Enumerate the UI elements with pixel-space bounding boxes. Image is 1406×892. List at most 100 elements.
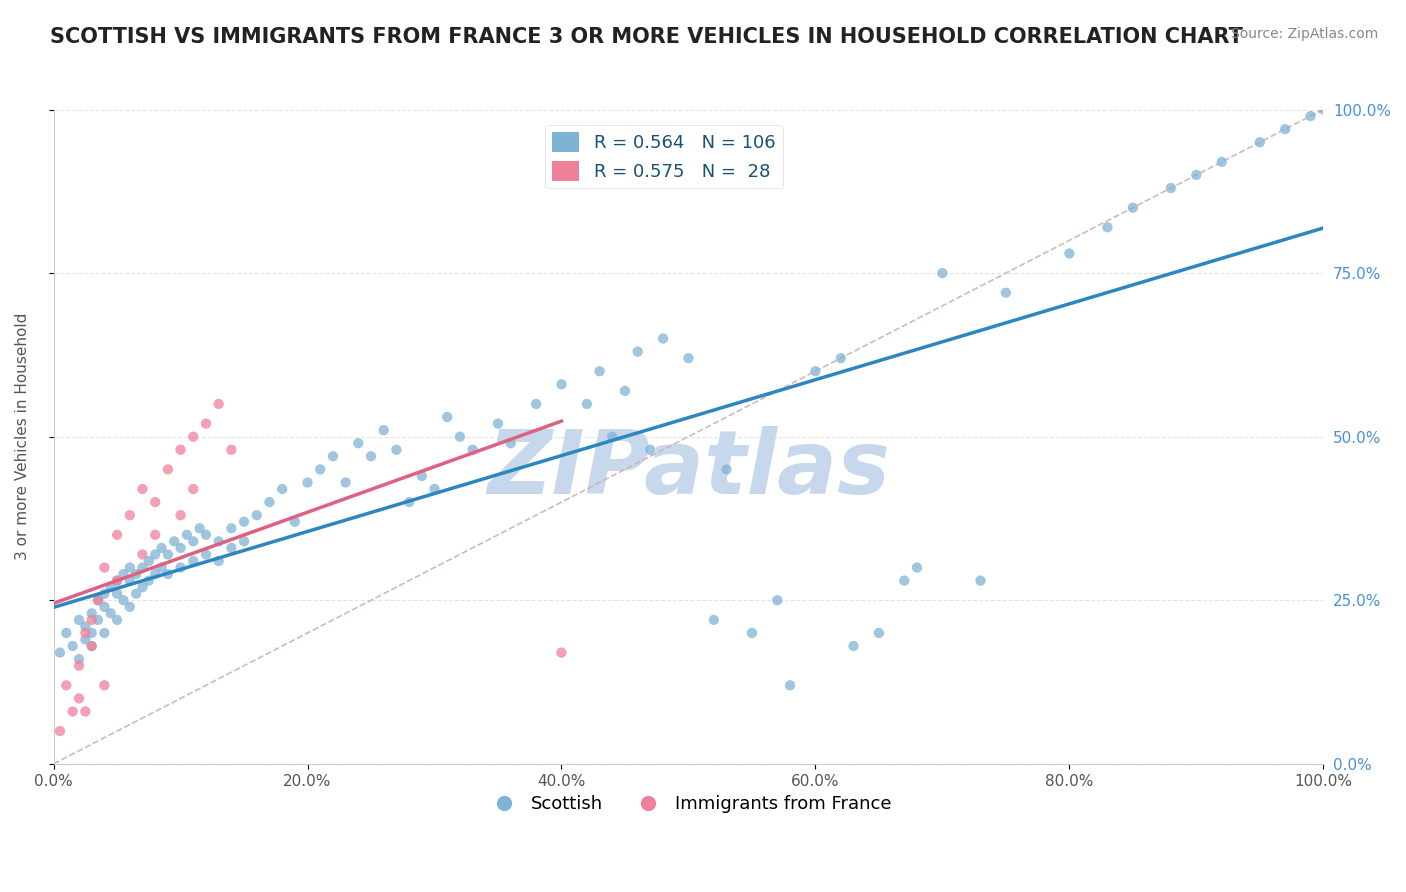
Point [93, 560, 115, 574]
Point [385, 442, 408, 457]
Point [138, 554, 160, 568]
Point [613, 384, 636, 398]
Point [703, 613, 725, 627]
Point [105, 613, 128, 627]
Point [80, 639, 103, 653]
Point [181, 430, 204, 444]
Point [842, 639, 865, 653]
Point [80, 607, 103, 621]
Point [87, 593, 110, 607]
Point [143, 548, 166, 562]
Point [524, 397, 547, 411]
Point [627, 344, 650, 359]
Point [246, 508, 269, 523]
Point [93, 626, 115, 640]
Point [163, 534, 186, 549]
Point [156, 548, 179, 562]
Point [1312, 103, 1334, 117]
Point [1122, 201, 1144, 215]
Point [143, 495, 166, 509]
Point [112, 567, 135, 582]
Point [62, 639, 84, 653]
Point [1059, 246, 1081, 260]
Point [55, 678, 77, 692]
Point [105, 528, 128, 542]
Point [830, 351, 852, 366]
Point [67, 613, 90, 627]
Point [118, 560, 141, 574]
Point [55, 626, 77, 640]
Point [678, 351, 700, 366]
Point [75, 626, 97, 640]
Point [550, 377, 572, 392]
Point [156, 462, 179, 476]
Point [360, 450, 382, 464]
Point [67, 658, 90, 673]
Point [550, 646, 572, 660]
Point [105, 587, 128, 601]
Point [156, 567, 179, 582]
Point [716, 462, 738, 476]
Point [271, 482, 294, 496]
Point [181, 534, 204, 549]
Point [62, 705, 84, 719]
Point [233, 534, 256, 549]
Point [461, 442, 484, 457]
Point [75, 632, 97, 647]
Point [112, 593, 135, 607]
Point [67, 652, 90, 666]
Point [221, 541, 243, 555]
Point [80, 639, 103, 653]
Point [499, 436, 522, 450]
Point [131, 580, 153, 594]
Point [131, 548, 153, 562]
Point [118, 508, 141, 523]
Point [49, 724, 72, 739]
Point [150, 560, 173, 574]
Point [1097, 220, 1119, 235]
Point [208, 397, 231, 411]
Point [905, 560, 928, 574]
Point [105, 574, 128, 588]
Point [893, 574, 915, 588]
Point [766, 593, 789, 607]
Point [188, 521, 211, 535]
Y-axis label: 3 or more Vehicles in Household: 3 or more Vehicles in Household [15, 313, 30, 560]
Point [347, 436, 370, 450]
Legend: Scottish, Immigrants from France: Scottish, Immigrants from France [478, 788, 898, 821]
Point [143, 528, 166, 542]
Point [969, 574, 991, 588]
Point [80, 626, 103, 640]
Point [118, 574, 141, 588]
Point [194, 417, 217, 431]
Point [868, 626, 890, 640]
Point [335, 475, 357, 490]
Point [449, 430, 471, 444]
Point [181, 482, 204, 496]
Point [931, 266, 953, 280]
Point [259, 495, 281, 509]
Point [49, 646, 72, 660]
Point [75, 705, 97, 719]
Point [169, 508, 191, 523]
Point [779, 678, 801, 692]
Point [1299, 109, 1322, 123]
Point [297, 475, 319, 490]
Point [1249, 135, 1271, 149]
Point [436, 410, 458, 425]
Point [486, 417, 509, 431]
Point [398, 495, 420, 509]
Point [588, 364, 610, 378]
Point [169, 541, 191, 555]
Point [169, 560, 191, 574]
Point [125, 567, 148, 582]
Point [640, 442, 662, 457]
Point [373, 423, 395, 437]
Point [93, 678, 115, 692]
Point [575, 397, 598, 411]
Point [652, 332, 675, 346]
Point [181, 554, 204, 568]
Point [118, 599, 141, 614]
Point [221, 521, 243, 535]
Point [143, 567, 166, 582]
